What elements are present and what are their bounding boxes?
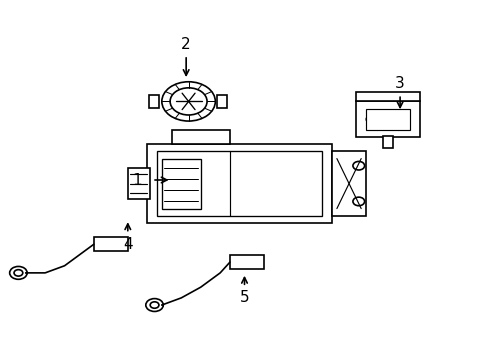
Text: 5: 5 bbox=[239, 291, 249, 305]
FancyBboxPatch shape bbox=[382, 136, 392, 148]
Text: 4: 4 bbox=[123, 237, 132, 252]
FancyBboxPatch shape bbox=[356, 102, 419, 137]
FancyBboxPatch shape bbox=[216, 95, 227, 108]
FancyBboxPatch shape bbox=[148, 95, 159, 108]
Text: 3: 3 bbox=[394, 76, 404, 91]
Text: 2: 2 bbox=[181, 37, 191, 52]
FancyBboxPatch shape bbox=[356, 93, 419, 102]
FancyBboxPatch shape bbox=[229, 255, 264, 269]
Text: 1: 1 bbox=[132, 172, 142, 188]
FancyBboxPatch shape bbox=[171, 130, 229, 144]
FancyBboxPatch shape bbox=[331, 152, 366, 216]
FancyBboxPatch shape bbox=[366, 109, 409, 130]
FancyBboxPatch shape bbox=[127, 168, 149, 199]
FancyBboxPatch shape bbox=[147, 144, 331, 223]
FancyBboxPatch shape bbox=[94, 237, 127, 251]
FancyBboxPatch shape bbox=[157, 152, 322, 216]
FancyBboxPatch shape bbox=[162, 158, 201, 208]
